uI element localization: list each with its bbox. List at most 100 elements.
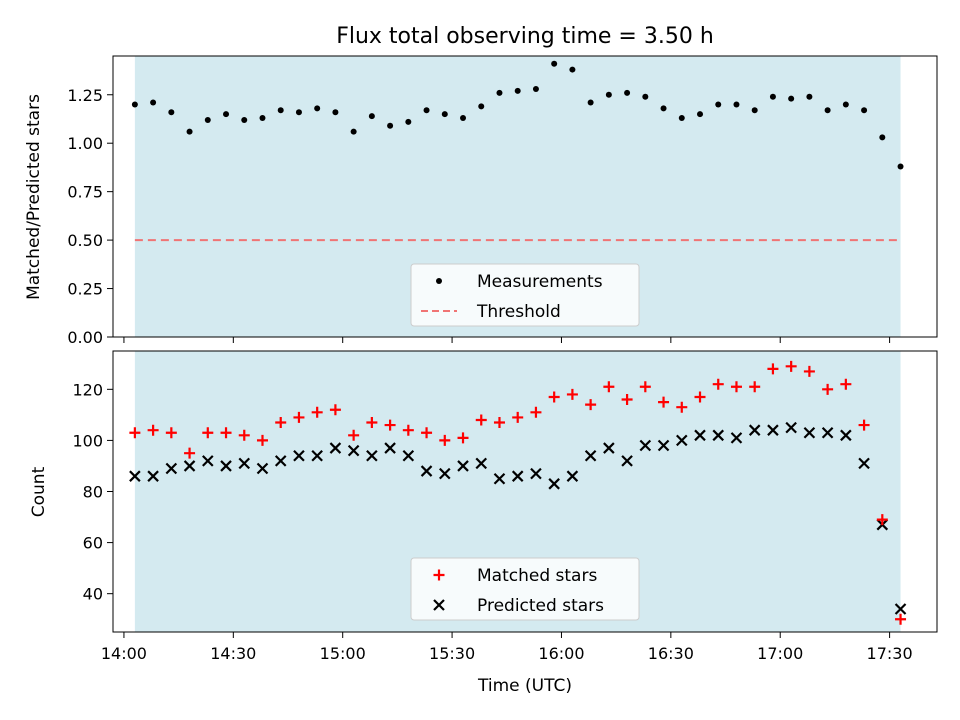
measurement-point bbox=[733, 101, 740, 108]
legend-swatch-matched-stars bbox=[433, 569, 445, 581]
legend-swatch-predicted-stars bbox=[433, 599, 445, 611]
x-tick-label: 15:30 bbox=[429, 644, 475, 663]
measurement-point bbox=[332, 109, 339, 116]
bottom-panel-axes: 40 60 80 100 120 14:00 14:30 15:00 15:30 16:00 16:… bbox=[72, 350, 938, 663]
bot-y-tick-label: 120 bbox=[72, 380, 103, 399]
measurement-point bbox=[314, 105, 321, 112]
predicted-star-point bbox=[858, 457, 870, 470]
predicted-star-point bbox=[676, 434, 688, 447]
matched-star-point bbox=[384, 419, 396, 431]
predicted-star-point bbox=[129, 470, 141, 482]
matched-star-point bbox=[475, 414, 487, 426]
top-y-tick-label: 0.25 bbox=[67, 280, 103, 299]
matched-star-point bbox=[238, 429, 250, 441]
matched-star-point bbox=[876, 514, 888, 526]
top-panel-axes: 0.00 0.25 0.50 0.75 1.00 1.25 bbox=[67, 55, 938, 347]
measurement-point bbox=[624, 89, 631, 96]
predicted-star-point bbox=[347, 444, 360, 457]
predicted-star-point bbox=[165, 462, 178, 475]
matched-star-point bbox=[767, 363, 779, 375]
measurement-point bbox=[806, 93, 813, 100]
predicted-star-point bbox=[457, 460, 469, 472]
matched-star-point bbox=[621, 394, 633, 406]
measurement-point bbox=[861, 107, 868, 114]
measurement-point bbox=[715, 101, 722, 108]
bot-y-tick-label: 40 bbox=[83, 585, 103, 604]
measurement-point bbox=[295, 109, 302, 116]
matched-star-point bbox=[822, 383, 834, 395]
matched-star-point bbox=[712, 378, 724, 390]
chart-title: Flux total observing time = 3.50 h bbox=[336, 24, 714, 49]
matched-star-point bbox=[493, 417, 505, 429]
matched-star-point bbox=[457, 432, 469, 444]
measurement-point bbox=[532, 85, 539, 92]
predicted-star-point bbox=[821, 426, 834, 439]
bottom-panel-legend: Matched stars Predicted stars bbox=[410, 557, 640, 621]
matched-star-point bbox=[895, 613, 907, 625]
predicted-star-point bbox=[384, 442, 396, 454]
matched-star-point bbox=[129, 427, 141, 439]
predicted-star-point bbox=[202, 455, 214, 467]
measurement-point bbox=[496, 89, 503, 96]
predicted-star-point bbox=[238, 457, 251, 470]
matched-star-point bbox=[585, 399, 597, 411]
bot-y-tick-label: 80 bbox=[83, 483, 103, 502]
matched-star-point bbox=[275, 417, 287, 429]
predicted-star-point bbox=[493, 472, 506, 485]
top-frame bbox=[112, 55, 938, 338]
matched-star-point bbox=[694, 391, 706, 403]
predicted-star-point bbox=[511, 470, 524, 482]
measurement-point bbox=[460, 115, 467, 122]
predicted-star-point bbox=[803, 426, 816, 439]
x-tick-label: 14:00 bbox=[101, 644, 147, 663]
matched-star-point bbox=[603, 381, 615, 393]
x-axis-label: Time (UTC) bbox=[477, 676, 572, 696]
predicted-star-point bbox=[274, 455, 287, 467]
top-y-tick-label: 0.50 bbox=[67, 231, 103, 250]
predicted-star-point bbox=[548, 478, 560, 490]
measurement-point bbox=[642, 93, 649, 100]
bottom-panel-y-axis-label: Count bbox=[29, 466, 49, 517]
predicted-star-point bbox=[712, 429, 725, 442]
predicted-star-point bbox=[439, 467, 451, 480]
measurement-point bbox=[368, 113, 375, 120]
measurement-point bbox=[678, 115, 685, 122]
matched-star-point bbox=[858, 419, 870, 431]
x-tick-label: 15:00 bbox=[320, 644, 366, 663]
matched-star-point bbox=[348, 429, 360, 441]
measurement-point bbox=[842, 101, 849, 108]
predicted-star-point bbox=[530, 467, 542, 480]
predicted-star-point bbox=[730, 432, 743, 444]
bot-y-tick-label: 100 bbox=[72, 431, 103, 450]
x-tick-label: 14:30 bbox=[210, 644, 256, 663]
legend-label-predicted-stars: Predicted stars bbox=[477, 596, 604, 616]
top-panel-y-axis-label: Matched/Predicted stars bbox=[24, 94, 44, 300]
measurement-point bbox=[277, 107, 284, 114]
measurement-point bbox=[697, 111, 704, 118]
predicted-star-point bbox=[475, 457, 488, 470]
predicted-star-point bbox=[785, 421, 797, 434]
matched-star-point bbox=[803, 365, 815, 377]
measurement-point bbox=[350, 128, 357, 135]
measurement-point bbox=[660, 105, 667, 112]
measurement-point bbox=[168, 109, 175, 116]
top-y-tick-label: 1.00 bbox=[67, 134, 103, 153]
matched-star-point bbox=[548, 391, 560, 403]
measurement-point bbox=[405, 118, 412, 125]
measurement-point bbox=[259, 115, 266, 122]
predicted-star-point bbox=[183, 460, 196, 472]
matched-star-point bbox=[329, 404, 341, 416]
predicted-star-point bbox=[840, 429, 852, 442]
matched-star-point bbox=[147, 424, 159, 436]
measurement-point bbox=[897, 163, 904, 170]
measurement-point bbox=[150, 99, 157, 106]
measurement-point bbox=[223, 111, 230, 118]
matched-star-point bbox=[658, 396, 670, 408]
measurement-point bbox=[387, 122, 394, 129]
predicted-star-point bbox=[566, 470, 579, 482]
predicted-star-point bbox=[402, 449, 415, 462]
matched-star-point bbox=[311, 406, 323, 418]
bot-y-tick-label: 60 bbox=[83, 534, 103, 553]
matched-star-point bbox=[165, 427, 177, 439]
